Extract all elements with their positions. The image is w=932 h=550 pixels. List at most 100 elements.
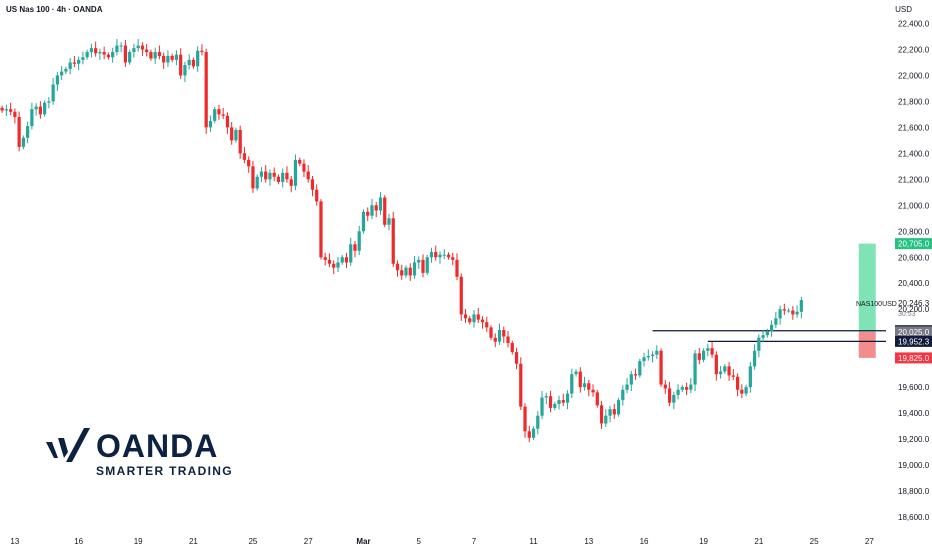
candle [459, 276, 463, 315]
candle [204, 52, 208, 128]
y-tick-label: 19,600.0 [898, 383, 930, 392]
candle [727, 366, 731, 376]
candle [765, 331, 769, 336]
candle [9, 109, 13, 112]
candle [642, 357, 646, 362]
candle [795, 311, 799, 315]
candle [247, 159, 251, 167]
x-tick-label: 7 [472, 537, 477, 546]
candle [510, 342, 514, 353]
candle [361, 211, 366, 232]
candle [650, 354, 655, 356]
x-tick-label: 27 [304, 537, 313, 546]
candle [370, 205, 374, 216]
y-tick-label: 21,400.0 [898, 149, 930, 158]
candle [395, 263, 400, 271]
candle [799, 300, 803, 312]
candle [187, 59, 191, 66]
candle [421, 259, 425, 273]
candle [268, 172, 272, 180]
candle [731, 375, 735, 377]
candle [251, 166, 255, 189]
candle [570, 374, 574, 394]
x-tick-label: 11 [529, 537, 538, 546]
candle [340, 257, 344, 263]
x-tick-label: 13 [584, 537, 593, 546]
y-tick-label: 22,400.0 [898, 19, 930, 28]
candle [565, 393, 570, 403]
candle [89, 48, 94, 53]
x-tick-label: 13 [10, 537, 19, 546]
candle [404, 267, 408, 276]
candle [115, 45, 119, 53]
candle [778, 309, 782, 319]
candle [680, 387, 684, 390]
candle [327, 259, 332, 264]
price-tag-line [895, 335, 932, 347]
candle [272, 172, 276, 177]
x-tick-label: 16 [74, 537, 83, 546]
candle [574, 371, 578, 375]
y-tick-label: 19,200.0 [898, 435, 930, 444]
candle [701, 350, 706, 360]
candle [748, 366, 752, 388]
price-tag-text: 19,952.3 [898, 337, 930, 346]
candle [200, 50, 204, 53]
x-tick-label: 21 [754, 537, 763, 546]
candle [489, 327, 493, 338]
currency-label: USD [895, 5, 912, 14]
candle [264, 171, 268, 180]
candle [735, 376, 740, 390]
candle [527, 431, 531, 438]
candle [693, 353, 697, 385]
candle [374, 205, 378, 211]
x-tick-label: Mar [356, 537, 370, 546]
y-tick-label: 20,200.0 [898, 305, 930, 314]
x-tick-label: 19 [699, 537, 708, 546]
candle [616, 400, 621, 415]
candle [293, 159, 298, 186]
candle [548, 396, 553, 408]
candle [523, 406, 527, 432]
candle [77, 59, 81, 64]
candle [740, 389, 744, 394]
candle [531, 428, 536, 438]
candle [425, 257, 429, 273]
candle [723, 366, 727, 372]
candle [174, 54, 179, 60]
candle [383, 197, 387, 225]
candle [782, 309, 786, 311]
candle [319, 201, 323, 258]
candle [608, 409, 612, 416]
candle [183, 65, 187, 76]
candle [34, 106, 38, 110]
candle [38, 106, 43, 115]
logo-wordmark: OANDA [96, 428, 219, 464]
candle [791, 310, 795, 315]
candle [638, 361, 642, 376]
candle [68, 62, 72, 69]
y-tick-label: 20,600.0 [898, 253, 930, 262]
candle [123, 45, 128, 63]
candle [434, 252, 438, 258]
price-tag-stop [895, 352, 932, 364]
candle [136, 45, 140, 49]
candle [323, 257, 327, 260]
candle [387, 218, 391, 225]
candle [332, 263, 336, 268]
candle [604, 415, 608, 424]
candle [4, 109, 8, 111]
candle [13, 111, 17, 117]
candle [353, 244, 357, 251]
candle [357, 231, 361, 251]
candle [64, 68, 68, 72]
candle [170, 55, 174, 60]
x-tick-label: 25 [248, 537, 257, 546]
y-tick-label: 21,800.0 [898, 97, 930, 106]
candle [153, 52, 157, 59]
candle [336, 262, 340, 268]
oanda-mark-icon [46, 428, 90, 462]
candle [663, 384, 667, 389]
